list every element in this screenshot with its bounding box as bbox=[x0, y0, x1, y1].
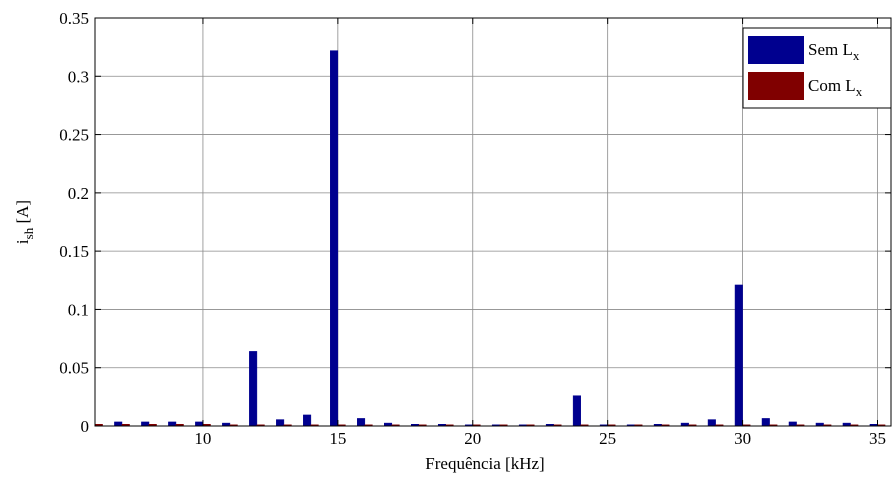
axis-ticks: 10 15 20 25 30 35 0 0.05 0.1 0.15 0.2 0.25 0.3 0.35 bbox=[59, 9, 891, 448]
y-tick-label: 0.1 bbox=[68, 300, 89, 319]
x-tick-label: 20 bbox=[464, 429, 481, 448]
bar-sem-lx bbox=[707, 419, 716, 427]
bar-sem-lx bbox=[249, 351, 258, 427]
legend-swatch-sem-lx bbox=[748, 36, 804, 64]
bars bbox=[94, 50, 886, 427]
legend-swatch-com-lx bbox=[748, 72, 804, 100]
axes-frame bbox=[94, 17, 892, 427]
bar-sem-lx bbox=[734, 284, 743, 427]
legend-label-com-lx: Com Lx bbox=[808, 76, 863, 99]
bar-sem-lx bbox=[141, 421, 150, 427]
bar-sem-lx bbox=[572, 395, 581, 427]
bar-sem-lx bbox=[788, 421, 797, 427]
bar-sem-lx bbox=[114, 421, 123, 427]
y-axis-label: ish [A] bbox=[13, 200, 36, 244]
y-tick-label: 0.2 bbox=[68, 184, 89, 203]
bar-sem-lx bbox=[276, 419, 285, 427]
bar-sem-lx bbox=[195, 421, 204, 427]
y-axis-label-suffix: [A] bbox=[13, 200, 32, 228]
x-tick-label: 15 bbox=[329, 429, 346, 448]
y-tick-label: 0.25 bbox=[59, 126, 89, 145]
x-axis-label: Frequência [kHz] bbox=[425, 454, 544, 473]
y-axis-label-main: i bbox=[13, 239, 32, 244]
y-tick-label: 0.15 bbox=[59, 242, 89, 261]
bar-sem-lx bbox=[330, 50, 339, 427]
x-tick-label: 30 bbox=[734, 429, 751, 448]
bar-sem-lx bbox=[357, 418, 366, 427]
legend: Sem Lx Com Lx bbox=[742, 27, 892, 109]
legend-label-sem-lx: Sem Lx bbox=[808, 40, 860, 63]
y-tick-label: 0 bbox=[81, 417, 90, 436]
bar-sem-lx bbox=[761, 418, 770, 427]
bar-sem-lx bbox=[168, 421, 177, 427]
y-axis-label-sub: sh bbox=[21, 227, 36, 239]
y-tick-label: 0.05 bbox=[59, 359, 89, 378]
x-tick-label: 10 bbox=[194, 429, 211, 448]
y-tick-label: 0.35 bbox=[59, 9, 89, 28]
x-tick-label: 35 bbox=[869, 429, 886, 448]
x-tick-label: 25 bbox=[599, 429, 616, 448]
y-tick-label: 0.3 bbox=[68, 67, 89, 86]
bar-sem-lx bbox=[303, 414, 312, 427]
